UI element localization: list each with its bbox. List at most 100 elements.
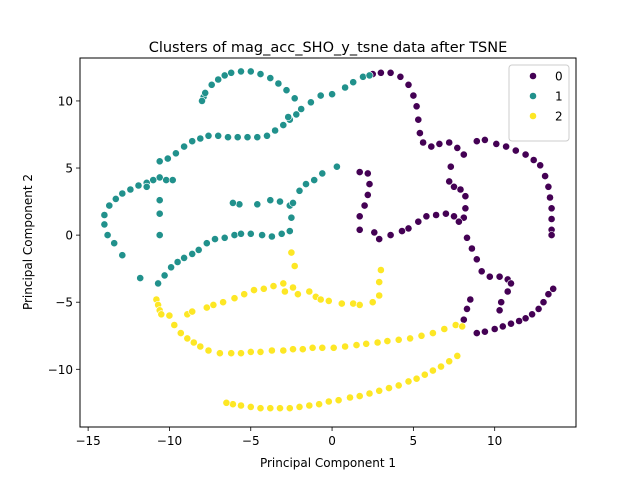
data-point-cluster-0 xyxy=(547,215,556,223)
data-point-cluster-2 xyxy=(237,349,245,358)
data-point-cluster-0 xyxy=(536,161,545,170)
data-point-cluster-1 xyxy=(154,279,162,288)
data-point-cluster-0 xyxy=(461,192,470,201)
data-point-cluster-1 xyxy=(256,70,265,78)
x-tick-label: 5 xyxy=(410,434,418,448)
data-point-cluster-0 xyxy=(495,306,504,315)
data-point-cluster-1 xyxy=(271,126,279,135)
y-tick-label: 5 xyxy=(65,162,73,176)
data-point-cluster-0 xyxy=(472,329,481,337)
data-point-cluster-0 xyxy=(363,190,372,199)
data-point-cluster-0 xyxy=(480,135,489,144)
data-point-cluster-1 xyxy=(136,274,145,282)
data-point-cluster-2 xyxy=(279,346,288,355)
data-point-cluster-1 xyxy=(328,90,336,99)
data-point-cluster-0 xyxy=(544,182,553,191)
data-point-cluster-1 xyxy=(290,94,299,103)
data-point-cluster-2 xyxy=(346,393,354,402)
data-point-cluster-0 xyxy=(466,295,475,304)
data-point-cluster-1 xyxy=(214,75,223,84)
data-point-cluster-2 xyxy=(222,398,231,407)
data-point-cluster-2 xyxy=(287,248,296,257)
data-point-cluster-2 xyxy=(237,401,245,410)
data-point-cluster-0 xyxy=(414,115,423,124)
data-point-cluster-1 xyxy=(237,229,245,238)
data-point-cluster-1 xyxy=(267,232,276,241)
data-point-cluster-0 xyxy=(355,168,364,176)
data-point-cluster-0 xyxy=(450,182,458,191)
data-point-cluster-0 xyxy=(415,129,424,137)
data-point-cluster-0 xyxy=(547,231,556,239)
data-point-cluster-2 xyxy=(375,386,384,395)
legend: 0 1 2 xyxy=(508,64,570,142)
x-tick-label: 0 xyxy=(328,434,336,448)
data-point-cluster-0 xyxy=(386,68,395,77)
data-point-cluster-2 xyxy=(324,296,333,305)
data-point-cluster-1 xyxy=(263,131,271,140)
data-point-cluster-2 xyxy=(228,400,237,409)
data-point-cluster-0 xyxy=(360,201,369,210)
data-point-cluster-0 xyxy=(370,228,379,237)
data-point-cluster-1 xyxy=(332,162,341,171)
data-point-cluster-0 xyxy=(502,142,510,151)
data-point-cluster-0 xyxy=(363,169,372,178)
data-point-cluster-0 xyxy=(539,298,548,307)
data-point-cluster-0 xyxy=(386,231,395,239)
data-point-cluster-0 xyxy=(472,255,481,264)
data-point-cluster-0 xyxy=(547,204,556,213)
data-point-cluster-0 xyxy=(495,272,504,281)
data-point-cluster-1 xyxy=(266,196,275,205)
data-point-cluster-1 xyxy=(155,173,164,182)
data-point-cluster-0 xyxy=(503,287,512,296)
data-point-cluster-2 xyxy=(250,286,258,294)
data-point-cluster-1 xyxy=(220,71,229,80)
data-point-cluster-1 xyxy=(277,229,286,238)
data-point-cluster-0 xyxy=(456,185,465,194)
data-point-cluster-1 xyxy=(214,131,223,140)
data-point-cluster-2 xyxy=(269,282,278,290)
data-point-cluster-0 xyxy=(507,279,515,288)
data-point-cluster-0 xyxy=(515,317,523,325)
data-point-cluster-0 xyxy=(396,72,405,81)
data-point-cluster-0 xyxy=(534,304,543,313)
data-point-cluster-2 xyxy=(227,349,236,358)
data-point-cluster-2 xyxy=(394,381,403,390)
data-point-cluster-2 xyxy=(189,338,198,347)
data-point-cluster-2 xyxy=(289,345,297,354)
data-point-cluster-0 xyxy=(427,142,436,151)
data-point-cluster-0 xyxy=(544,290,553,299)
data-point-cluster-0 xyxy=(459,315,468,324)
data-point-cluster-1 xyxy=(297,105,306,113)
points-layer xyxy=(100,67,558,413)
y-tick-label: −10 xyxy=(48,363,73,377)
data-point-cluster-2 xyxy=(318,343,327,352)
data-point-cluster-1 xyxy=(100,211,109,219)
data-point-cluster-2 xyxy=(308,343,317,352)
data-point-cluster-1 xyxy=(168,176,177,184)
data-point-cluster-1 xyxy=(292,110,301,119)
y-tick-label: 10 xyxy=(58,94,73,108)
data-point-cluster-1 xyxy=(155,196,164,205)
data-point-cluster-2 xyxy=(324,397,333,406)
data-point-cluster-2 xyxy=(451,321,460,329)
data-point-cluster-1 xyxy=(341,83,349,92)
data-point-cluster-2 xyxy=(176,329,185,337)
data-point-cluster-1 xyxy=(230,231,239,239)
legend-label-0: 0 xyxy=(555,70,563,84)
data-point-cluster-2 xyxy=(290,262,299,270)
data-point-cluster-0 xyxy=(445,177,454,186)
data-point-cluster-1 xyxy=(103,231,112,239)
data-point-cluster-2 xyxy=(240,290,249,299)
data-point-cluster-2 xyxy=(349,299,358,308)
legend-marker-1 xyxy=(529,92,537,100)
data-point-cluster-2 xyxy=(256,404,265,413)
data-point-cluster-1 xyxy=(198,97,206,105)
data-point-cluster-0 xyxy=(365,180,374,188)
data-point-cluster-2 xyxy=(352,341,361,349)
data-point-cluster-2 xyxy=(204,346,213,355)
data-point-cluster-0 xyxy=(511,146,520,155)
data-point-cluster-2 xyxy=(341,342,349,351)
data-point-cluster-1 xyxy=(105,201,114,210)
data-point-cluster-2 xyxy=(420,370,429,379)
data-point-cluster-2 xyxy=(157,310,166,319)
